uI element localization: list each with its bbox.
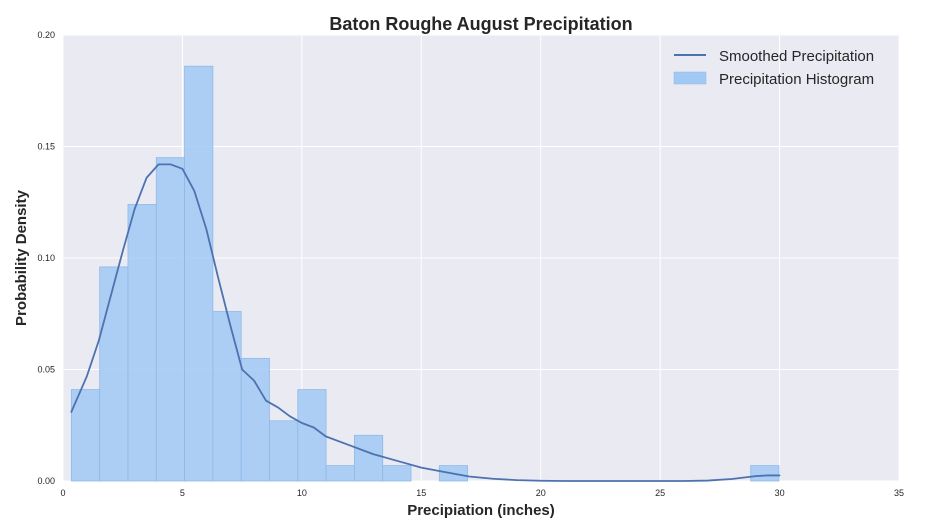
x-tick-label: 0 [60, 488, 65, 498]
smoothed-line-group [70, 163, 781, 482]
x-tick-labels: 0 5 10 15 20 25 30 35 [60, 488, 904, 498]
y-tick-label: 0.20 [37, 30, 55, 40]
x-tick-label: 10 [297, 488, 307, 498]
y-tick-label: 0.05 [37, 365, 55, 375]
legend: Smoothed Precipitation Precipitation His… [673, 48, 874, 88]
x-tick-label: 5 [180, 488, 185, 498]
histogram-bar [70, 389, 101, 482]
y-tick-labels: 0.00 0.05 0.10 0.15 0.20 [37, 30, 55, 486]
legend-label-smoothed: Smoothed Precipitation [719, 48, 874, 65]
histogram-bar [127, 204, 157, 482]
x-tick-label: 35 [894, 488, 904, 498]
histogram-bar [212, 311, 242, 482]
histogram-bar [750, 465, 780, 482]
histogram-bar [297, 389, 327, 482]
histogram-bar [354, 434, 384, 482]
histogram-bar [155, 157, 185, 482]
histogram-bar [184, 65, 214, 482]
histogram-bar [382, 465, 412, 482]
histogram-bar [99, 266, 129, 482]
legend-histogram-swatch [673, 71, 707, 85]
smoothed-precipitation-line [70, 163, 781, 482]
histogram-bar [325, 465, 355, 482]
x-axis-label: Precipiation (inches) [407, 502, 555, 519]
y-axis-label: Probability Density [13, 189, 30, 326]
x-tick-label: 20 [536, 488, 546, 498]
legend-label-histogram: Precipitation Histogram [719, 71, 874, 88]
histogram-bar [240, 357, 270, 482]
y-tick-label: 0.00 [37, 476, 55, 486]
histogram-bar [269, 420, 299, 482]
x-tick-label: 25 [655, 488, 665, 498]
chart-title: Baton Roughe August Precipitation [329, 14, 632, 34]
histogram-bars [70, 65, 780, 482]
y-tick-label: 0.15 [37, 142, 55, 152]
x-tick-label: 30 [775, 488, 785, 498]
x-tick-label: 15 [416, 488, 426, 498]
y-tick-label: 0.10 [37, 253, 55, 263]
